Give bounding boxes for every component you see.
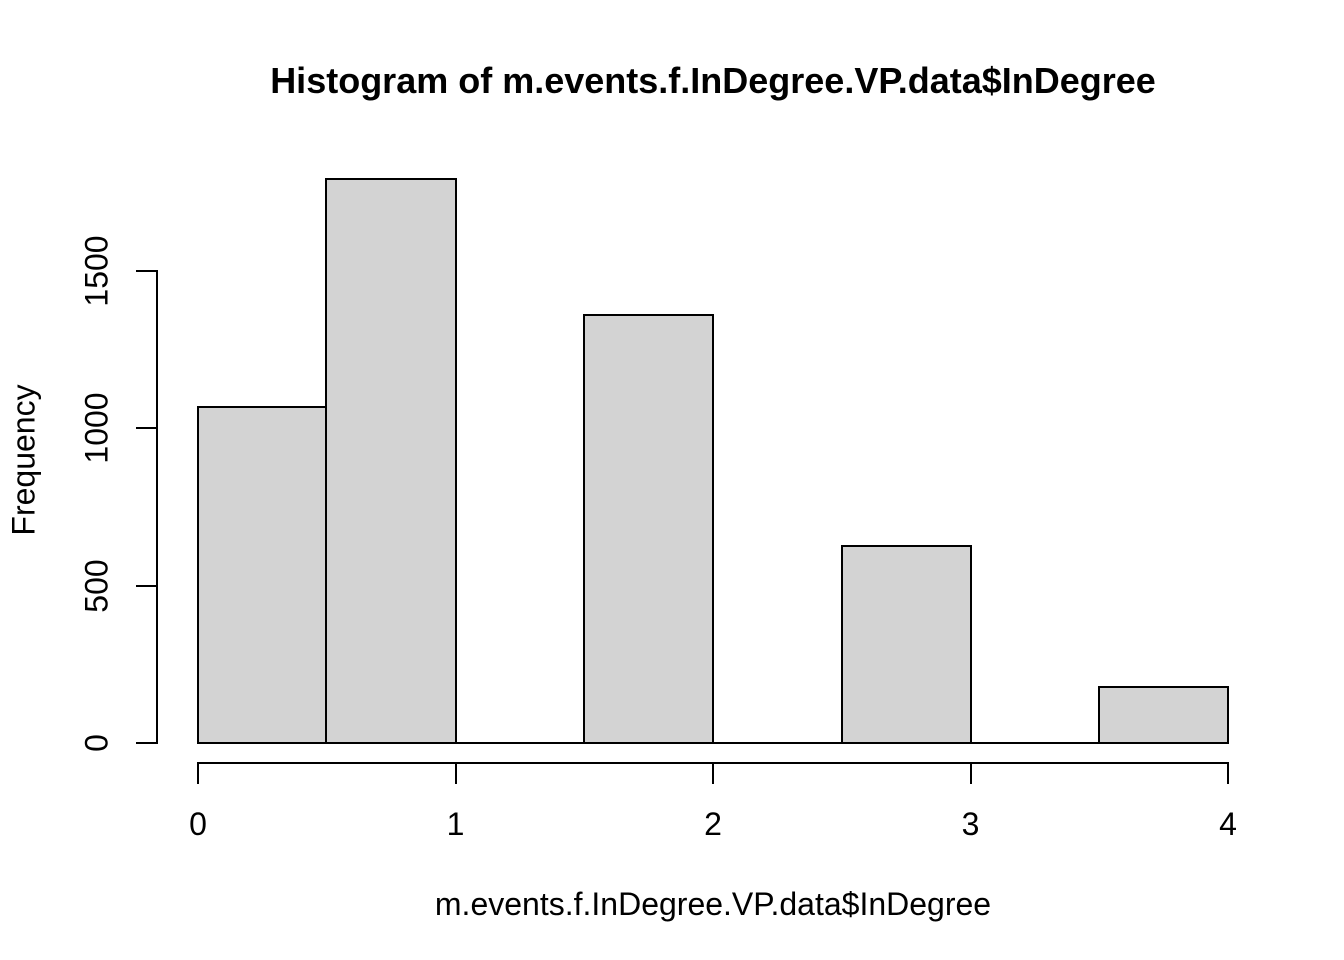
- x-tick-4: [1227, 763, 1229, 784]
- y-tick-label-1000: 1000: [78, 392, 115, 464]
- histogram-bar-bin-1.5-2: [583, 314, 714, 744]
- x-tick-label-3: 3: [961, 806, 980, 842]
- y-axis-line: [156, 270, 158, 744]
- x-tick-label-1: 1: [446, 806, 465, 842]
- chart-title: Histogram of m.events.f.InDegree.VP.data…: [270, 60, 1156, 101]
- histogram-bar-bin-2.5-3: [840, 545, 972, 744]
- x-tick-label-2: 2: [704, 806, 722, 842]
- y-tick-1000: [136, 427, 156, 430]
- histogram-bar-bin-0.5-1: [324, 178, 457, 744]
- y-tick-0: [136, 742, 156, 744]
- y-tick-1500: [136, 270, 156, 272]
- x-tick-label-0: 0: [189, 806, 207, 842]
- y-tick-label-1500: 1500: [78, 235, 115, 307]
- y-tick-500: [136, 584, 156, 587]
- x-tick-label-4: 4: [1219, 806, 1237, 842]
- x-tick-0: [197, 763, 199, 784]
- histogram-bar-bin-3.5-4: [1098, 685, 1229, 744]
- y-tick-label-500: 500: [78, 558, 115, 613]
- x-tick-3: [969, 763, 972, 784]
- histogram-bar-bin-0-0.5: [197, 405, 328, 744]
- y-tick-label-0: 0: [78, 734, 115, 752]
- x-axis-label: m.events.f.InDegree.VP.data$InDegree: [434, 886, 992, 922]
- x-tick-2: [712, 763, 714, 784]
- x-tick-1: [454, 763, 457, 784]
